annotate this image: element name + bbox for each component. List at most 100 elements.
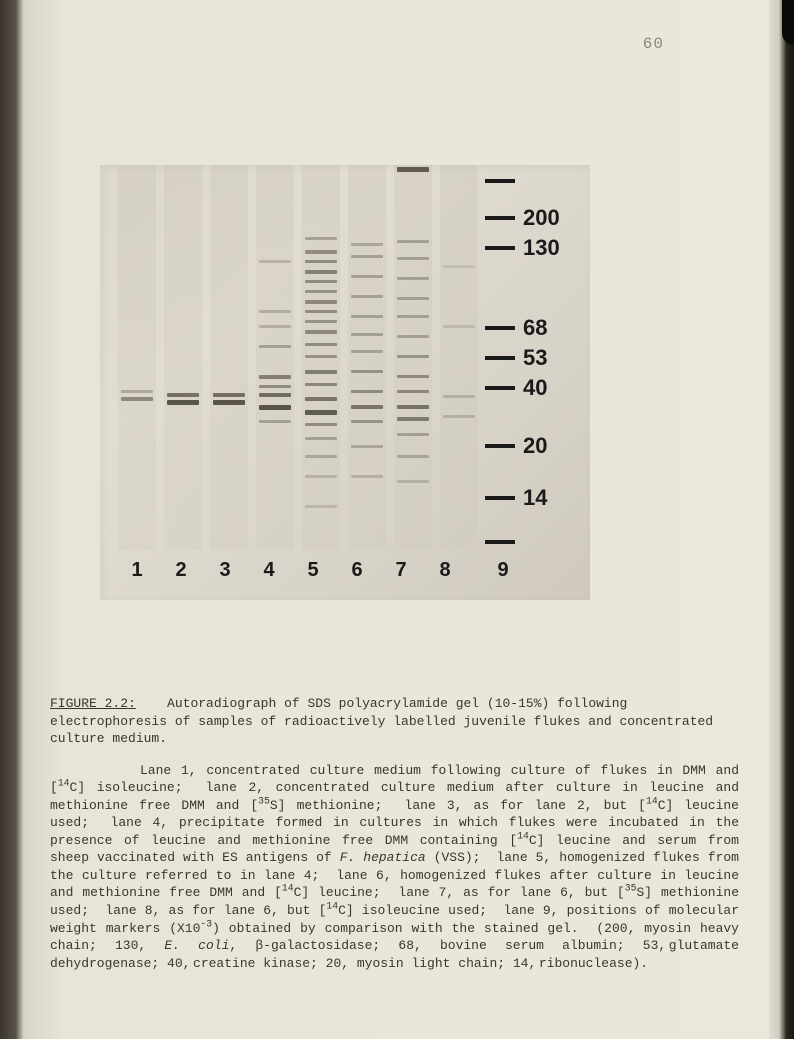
marker-row: 40 [485, 375, 547, 401]
gel-lane-1 [118, 165, 156, 550]
gel-band [305, 260, 337, 263]
marker-value: 130 [523, 235, 560, 261]
marker-tick [485, 496, 515, 500]
lane-number-labels: 123456789 [118, 559, 538, 582]
gel-band [397, 355, 429, 358]
lane-label-1: 1 [118, 559, 156, 582]
gel-band [397, 433, 429, 436]
gel-band [305, 300, 337, 304]
gel-band [305, 343, 337, 346]
gel-band [305, 290, 337, 293]
gel-band [443, 395, 475, 398]
page-number: 60 [643, 35, 664, 53]
gel-band [397, 167, 429, 172]
marker-value: 200 [523, 205, 560, 231]
page-binding-edge [769, 0, 794, 1039]
gel-band [305, 250, 337, 254]
gel-band [397, 405, 429, 409]
marker-tick [485, 246, 515, 250]
gel-band [259, 325, 291, 328]
lane-label-7: 7 [382, 559, 420, 582]
gel-band [351, 475, 383, 478]
gel-band [443, 415, 475, 418]
gel-band [305, 270, 337, 274]
figure-caption: FIGURE 2.2: Autoradiograph of SDS polyac… [50, 695, 739, 972]
gel-band [259, 385, 291, 388]
lane-label-4: 4 [250, 559, 288, 582]
gel-band [305, 280, 337, 283]
marker-row: 68 [485, 315, 547, 341]
lane-label-8: 8 [426, 559, 464, 582]
gel-band [397, 335, 429, 338]
gel-band [259, 405, 291, 410]
gel-band [443, 265, 475, 268]
gel-band [397, 375, 429, 378]
figure-label: FIGURE 2.2: [50, 696, 136, 711]
lane-label-9: 9 [484, 559, 522, 582]
marker-value: 40 [523, 375, 547, 401]
gel-band [351, 275, 383, 278]
marker-tick [485, 179, 515, 183]
gel-band [305, 237, 337, 240]
gel-band [305, 505, 337, 508]
gel-band [213, 400, 245, 405]
gel-band [351, 255, 383, 258]
marker-row: 14 [485, 485, 547, 511]
gel-band [305, 475, 337, 478]
lane-label-2: 2 [162, 559, 200, 582]
gel-band [305, 320, 337, 323]
gel-band [121, 390, 153, 393]
gel-band [351, 370, 383, 373]
marker-tick [485, 326, 515, 330]
marker-value: 68 [523, 315, 547, 341]
gel-band [213, 393, 245, 397]
gel-band [397, 390, 429, 393]
gel-band [305, 383, 337, 386]
gel-band [305, 410, 337, 415]
gel-band [305, 437, 337, 440]
gel-band [305, 397, 337, 401]
marker-row: 200 [485, 205, 560, 231]
gel-band [397, 480, 429, 483]
lane-label-6: 6 [338, 559, 376, 582]
gel-band [259, 310, 291, 313]
gel-autoradiograph-figure: 2001306853402014 123456789 [100, 165, 590, 600]
gel-band [397, 417, 429, 421]
gel-band [259, 393, 291, 397]
gel-band [121, 397, 153, 401]
marker-row [485, 179, 515, 183]
gel-band [351, 315, 383, 318]
gel-lanes-container [118, 165, 478, 550]
gel-band [305, 455, 337, 458]
marker-row: 53 [485, 345, 547, 371]
gel-band [259, 420, 291, 423]
marker-value: 53 [523, 345, 547, 371]
gel-band [351, 390, 383, 393]
marker-value: 20 [523, 433, 547, 459]
lane-label-3: 3 [206, 559, 244, 582]
gel-lane-2 [164, 165, 202, 550]
marker-tick [485, 386, 515, 390]
marker-row: 20 [485, 433, 547, 459]
gel-band [259, 345, 291, 348]
gel-band [351, 295, 383, 298]
gel-band [305, 310, 337, 313]
gel-band [351, 405, 383, 409]
marker-row: 130 [485, 235, 560, 261]
gel-lane-3 [210, 165, 248, 550]
gel-band [351, 243, 383, 246]
lane-label-5: 5 [294, 559, 332, 582]
gel-lane-5 [302, 165, 340, 550]
gel-band [167, 393, 199, 397]
caption-title-text: Autoradiograph of SDS polyacrylamide gel… [50, 696, 713, 746]
gel-lane-7 [394, 165, 432, 550]
gel-band [443, 325, 475, 328]
caption-body-text: Lane 1, concentrated culture medium foll… [50, 763, 739, 971]
gel-band [397, 297, 429, 300]
gel-lane-4 [256, 165, 294, 550]
gel-band [259, 375, 291, 379]
marker-value: 14 [523, 485, 547, 511]
gel-band [305, 330, 337, 334]
gel-band [259, 260, 291, 263]
gel-lane-6 [348, 165, 386, 550]
